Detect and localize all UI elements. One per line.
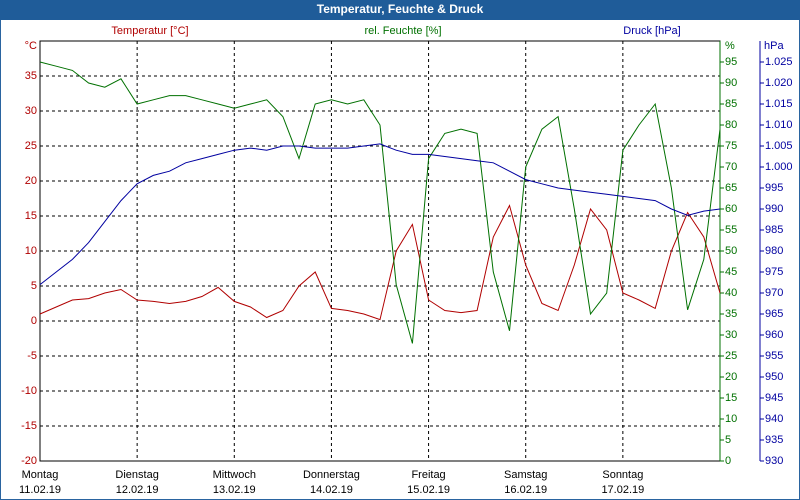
- y3-tick-label: 990: [765, 203, 783, 215]
- x-tick-date: 14.02.19: [310, 484, 353, 496]
- y2-tick-label: 90: [725, 77, 737, 89]
- y-tick-label: 10: [25, 245, 37, 257]
- y-tick-label: 30: [25, 105, 37, 117]
- y3-tick-label: 945: [765, 392, 783, 404]
- y-tick-label: -20: [21, 455, 37, 467]
- x-tick-label: Montag: [22, 469, 59, 481]
- y-unit: °C: [25, 40, 37, 52]
- y3-tick-label: 985: [765, 224, 783, 236]
- y3-tick-label: 1.015: [765, 98, 793, 110]
- y-tick-label: -10: [21, 385, 37, 397]
- y2-tick-label: 80: [725, 119, 737, 131]
- x-tick-date: 17.02.19: [601, 484, 644, 496]
- y3-tick-label: 955: [765, 350, 783, 362]
- y2-tick-label: 0: [725, 455, 731, 467]
- y3-tick-label: 930: [765, 455, 783, 467]
- y3-tick-label: 975: [765, 266, 783, 278]
- y2-tick-label: 65: [725, 182, 737, 194]
- y-tick-label: 5: [31, 280, 37, 292]
- x-tick-label: Dienstag: [115, 469, 158, 481]
- y-tick-label: 0: [31, 315, 37, 327]
- y2-tick-label: 60: [725, 203, 737, 215]
- y2-tick-label: 50: [725, 245, 737, 257]
- y2-tick-label: 55: [725, 224, 737, 236]
- series-line: [39, 143, 721, 285]
- y3-tick-label: 1.000: [765, 161, 793, 173]
- x-tick-date: 16.02.19: [504, 484, 547, 496]
- y3-tick-label: 940: [765, 413, 783, 425]
- y-tick-label: 35: [25, 70, 37, 82]
- series-line: [39, 204, 721, 321]
- y2-tick-label: 30: [725, 329, 737, 341]
- x-tick-date: 13.02.19: [213, 484, 256, 496]
- x-tick-label: Mittwoch: [213, 469, 256, 481]
- y2-tick-label: 15: [725, 392, 737, 404]
- x-tick-label: Samstag: [504, 469, 547, 481]
- title-bar: [0, 0, 800, 20]
- y3-tick-label: 1.025: [765, 56, 793, 68]
- x-tick-date: 11.02.19: [19, 484, 61, 496]
- y2-axis-title: rel. Feuchte [%]: [364, 25, 441, 37]
- x-tick-label: Donnerstag: [303, 469, 360, 481]
- y-tick-label: 15: [25, 210, 37, 222]
- x-tick-date: 15.02.19: [407, 484, 450, 496]
- y3-tick-label: 965: [765, 308, 783, 320]
- y3-tick-label: 970: [765, 287, 783, 299]
- y3-tick-label: 935: [765, 434, 783, 446]
- y2-tick-label: 5: [725, 434, 731, 446]
- x-tick-label: Sonntag: [602, 469, 643, 481]
- y3-tick-label: 950: [765, 371, 783, 383]
- y2-tick-label: 40: [725, 287, 737, 299]
- y3-unit: hPa: [764, 40, 784, 52]
- y2-tick-label: 85: [725, 98, 737, 110]
- y2-tick-label: 75: [725, 140, 737, 152]
- y3-tick-label: 960: [765, 329, 783, 341]
- y-tick-label: -15: [21, 420, 37, 432]
- y2-tick-label: 35: [725, 308, 737, 320]
- y-axis-title: Temperatur [°C]: [111, 25, 188, 37]
- y3-axis-title: Druck [hPa]: [623, 25, 680, 37]
- x-tick-date: 12.02.19: [116, 484, 159, 496]
- y2-tick-label: 70: [725, 161, 737, 173]
- y2-tick-label: 95: [725, 56, 737, 68]
- y2-tick-label: 20: [725, 371, 737, 383]
- y-tick-label: 25: [25, 140, 37, 152]
- y3-tick-label: 980: [765, 245, 783, 257]
- y-tick-label: 20: [25, 175, 37, 187]
- y2-tick-label: 45: [725, 266, 737, 278]
- y3-tick-label: 1.005: [765, 140, 793, 152]
- y3-tick-label: 1.020: [765, 77, 793, 89]
- series-line: [39, 61, 721, 344]
- chart-title: Temperatur, Feuchte & Druck: [317, 2, 484, 16]
- y2-unit: %: [725, 40, 735, 52]
- y2-tick-label: 10: [725, 413, 737, 425]
- x-tick-label: Freitag: [411, 469, 445, 481]
- y3-tick-label: 995: [765, 182, 783, 194]
- y-tick-label: -5: [27, 350, 37, 362]
- y2-tick-label: 25: [725, 350, 737, 362]
- y3-tick-label: 1.010: [765, 119, 793, 131]
